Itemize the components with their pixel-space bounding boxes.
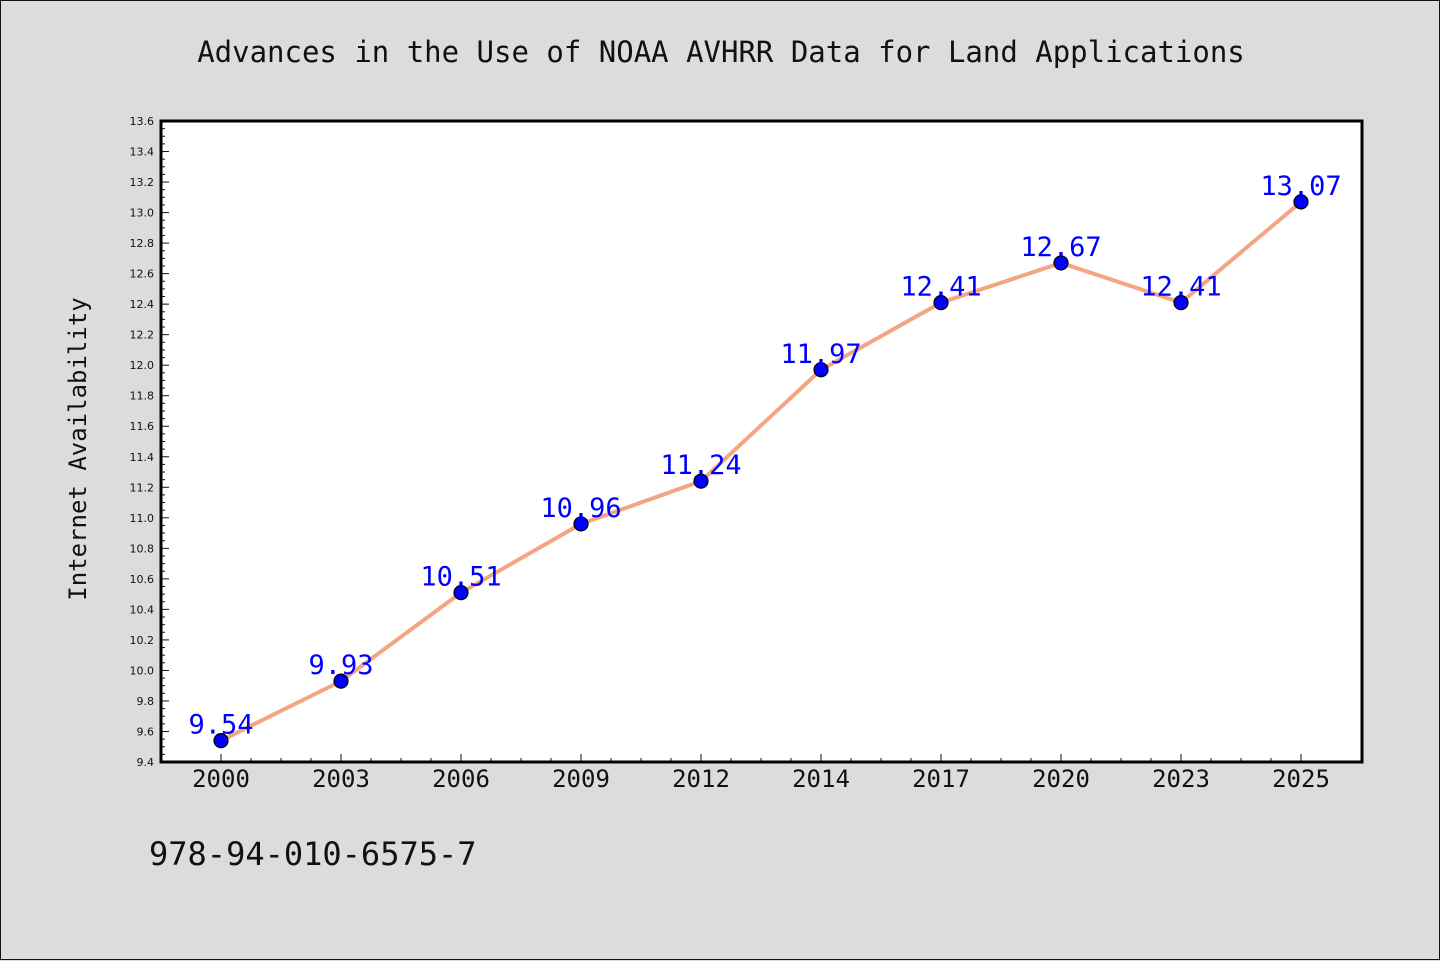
- y-tick-label: 10.2: [130, 634, 155, 647]
- data-point: [933, 295, 949, 311]
- data-point: [813, 362, 829, 378]
- y-tick-label: 11.2: [130, 481, 155, 494]
- data-label: 13.07: [1260, 171, 1341, 202]
- data-point: [213, 733, 229, 749]
- x-tick-label: 2006: [432, 765, 490, 793]
- y-tick-label: 12.2: [130, 329, 155, 342]
- y-tick-label: 12.6: [130, 268, 155, 281]
- y-tick-label: 10.0: [130, 664, 155, 677]
- y-tick-label: 10.4: [130, 603, 155, 616]
- x-tick-label: 2020: [1032, 765, 1090, 793]
- isbn-text: 978-94-010-6575-7: [149, 835, 477, 873]
- y-tick-label: 10.8: [130, 542, 155, 555]
- data-point: [453, 584, 469, 601]
- y-tick-label: 10.6: [130, 573, 155, 586]
- plot-area: [161, 121, 1362, 762]
- data-point: [333, 673, 349, 689]
- data-label: 11.97: [780, 339, 861, 370]
- y-tick-label: 11.8: [130, 390, 155, 403]
- series-line: [219, 199, 1303, 743]
- data-label: 9.93: [308, 650, 373, 681]
- y-tick-label: 13.4: [130, 146, 155, 159]
- data-label: 9.54: [188, 710, 253, 741]
- data-label: 12.67: [1020, 232, 1101, 263]
- x-tick-label: 2012: [672, 765, 730, 793]
- y-tick-label: 12.8: [130, 237, 155, 250]
- y-tick-label: 9.6: [137, 725, 155, 738]
- y-tick-label: 9.4: [137, 756, 155, 769]
- x-tick-label: 2023: [1152, 765, 1210, 793]
- x-tick-label: 2025: [1272, 765, 1330, 793]
- y-tick-label: 11.4: [130, 451, 155, 464]
- y-tick-label: 13.2: [130, 176, 155, 189]
- plot-frame: [159, 119, 1364, 764]
- data-point: [1293, 194, 1309, 210]
- data-point: [573, 516, 589, 532]
- chart-title: Advances in the Use of NOAA AVHRR Data f…: [197, 35, 1245, 69]
- data-label: 10.96: [540, 493, 621, 524]
- data-label: 11.24: [660, 450, 741, 481]
- x-tick-label: 2017: [912, 765, 970, 793]
- y-tick-label: 9.8: [137, 695, 155, 708]
- y-tick-label: 13.6: [130, 115, 155, 128]
- x-tick-label: 2000: [192, 765, 250, 793]
- data-label: 10.51: [420, 562, 501, 593]
- data-point: [1173, 295, 1189, 311]
- data-label: 12.41: [1140, 272, 1221, 303]
- x-tick-label: 2003: [312, 765, 370, 793]
- data-label: 12.41: [900, 272, 981, 303]
- y-tick-label: 12.4: [130, 298, 155, 311]
- y-tick-label: 11.6: [130, 420, 155, 433]
- y-tick-label: 11.0: [130, 512, 155, 525]
- x-tick-label: 2014: [792, 765, 850, 793]
- data-point: [693, 473, 709, 489]
- x-tick-label: 2009: [552, 765, 610, 793]
- y-tick-label: 13.0: [130, 207, 155, 220]
- y-tick-label: 12.0: [130, 359, 155, 372]
- data-point: [1053, 255, 1069, 271]
